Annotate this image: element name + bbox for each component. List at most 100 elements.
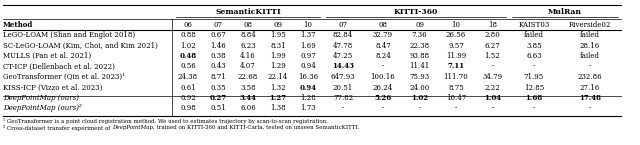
Text: 1.29: 1.29	[270, 62, 286, 70]
Text: 09: 09	[273, 21, 282, 29]
Text: GeoTransformer (Qin et al. 2023)¹: GeoTransformer (Qin et al. 2023)¹	[3, 73, 125, 81]
Text: 1.38: 1.38	[270, 105, 286, 113]
Text: 1.02: 1.02	[411, 94, 428, 102]
Text: -: -	[533, 62, 535, 70]
Text: 2.80: 2.80	[484, 31, 500, 39]
Text: 24.00: 24.00	[410, 84, 429, 91]
Text: 7.36: 7.36	[412, 31, 428, 39]
Text: 0.94: 0.94	[300, 84, 317, 91]
Text: 0.61: 0.61	[180, 84, 196, 91]
Text: KISS-ICP (Vizzo et al. 2023): KISS-ICP (Vizzo et al. 2023)	[3, 84, 102, 91]
Text: 8.24: 8.24	[375, 52, 391, 60]
Text: 07: 07	[339, 21, 348, 29]
Text: 3.58: 3.58	[240, 84, 256, 91]
Text: 71.95: 71.95	[524, 73, 544, 81]
Text: 93.88: 93.88	[410, 52, 429, 60]
Text: ¹ GeoTransformer is a point cloud registration method. We used to estimates traj: ¹ GeoTransformer is a point cloud regist…	[3, 118, 328, 124]
Text: 10: 10	[451, 21, 461, 29]
Text: , trained on KITTI-360 and KITTI-Carla, tested on unseen SemanticKITTI.: , trained on KITTI-360 and KITTI-Carla, …	[153, 125, 360, 130]
Text: 9.57: 9.57	[448, 41, 464, 49]
Text: 75.93: 75.93	[410, 73, 429, 81]
Text: 1.52: 1.52	[484, 52, 500, 60]
Text: 11.41: 11.41	[410, 62, 429, 70]
Text: 3.85: 3.85	[526, 41, 542, 49]
Text: 08: 08	[243, 21, 253, 29]
Text: -: -	[419, 105, 420, 113]
Text: 8.84: 8.84	[240, 31, 256, 39]
Text: failed: failed	[580, 31, 600, 39]
Text: failed: failed	[580, 52, 600, 60]
Text: 0.48: 0.48	[179, 52, 196, 60]
Text: 10.47: 10.47	[446, 94, 466, 102]
Text: 6.63: 6.63	[526, 52, 542, 60]
Text: 17.48: 17.48	[579, 94, 601, 102]
Text: 6.23: 6.23	[240, 41, 256, 49]
Text: 0.43: 0.43	[210, 62, 226, 70]
Text: 1.28: 1.28	[300, 94, 316, 102]
Text: 3.44: 3.44	[239, 94, 257, 102]
Text: 24.38: 24.38	[178, 73, 198, 81]
Text: 18: 18	[488, 21, 497, 29]
Text: 09: 09	[415, 21, 424, 29]
Text: 06: 06	[184, 21, 193, 29]
Text: 0.35: 0.35	[210, 84, 226, 91]
Text: -: -	[589, 62, 591, 70]
Text: 26.56: 26.56	[446, 31, 466, 39]
Text: 22.14: 22.14	[268, 73, 288, 81]
Text: 27.16: 27.16	[580, 84, 600, 91]
Text: -: -	[455, 105, 457, 113]
Text: 8.75: 8.75	[448, 84, 464, 91]
Text: 6.27: 6.27	[484, 41, 500, 49]
Text: 14.43: 14.43	[332, 62, 354, 70]
Text: DeepPointMap (ours)²: DeepPointMap (ours)²	[3, 105, 82, 113]
Text: -: -	[492, 62, 493, 70]
Text: 111.70: 111.70	[444, 73, 468, 81]
Text: 1.37: 1.37	[300, 31, 316, 39]
Text: 77.82: 77.82	[333, 94, 353, 102]
Text: 4.16: 4.16	[240, 52, 256, 60]
Text: 47.78: 47.78	[333, 41, 353, 49]
Text: -: -	[589, 105, 591, 113]
Text: -: -	[382, 62, 384, 70]
Text: 1.46: 1.46	[210, 41, 226, 49]
Text: 47.25: 47.25	[333, 52, 353, 60]
Text: 232.86: 232.86	[578, 73, 602, 81]
Text: DeepPointMap: DeepPointMap	[112, 125, 153, 130]
Text: MULLS (Pan et al. 2021): MULLS (Pan et al. 2021)	[3, 52, 91, 60]
Text: 1.95: 1.95	[270, 31, 286, 39]
Text: KAIST03: KAIST03	[518, 21, 550, 29]
Text: failed: failed	[524, 31, 544, 39]
Text: 12.85: 12.85	[524, 84, 544, 91]
Text: 8.71: 8.71	[210, 73, 226, 81]
Text: 100.16: 100.16	[371, 73, 396, 81]
Text: SemanticKITTI: SemanticKITTI	[215, 8, 281, 16]
Text: 20.51: 20.51	[333, 84, 353, 91]
Text: 10: 10	[303, 21, 312, 29]
Text: Method: Method	[3, 21, 33, 29]
Text: 0.38: 0.38	[210, 52, 226, 60]
Text: 26.24: 26.24	[373, 84, 393, 91]
Text: 8.47: 8.47	[375, 41, 391, 49]
Text: 82.84: 82.84	[333, 31, 353, 39]
Text: ² Cross-dataset transfer experiment of: ² Cross-dataset transfer experiment of	[3, 125, 112, 131]
Text: 22.68: 22.68	[238, 73, 258, 81]
Text: 5.26: 5.26	[374, 94, 392, 102]
Text: 2.22: 2.22	[484, 84, 500, 91]
Text: 7.11: 7.11	[447, 62, 465, 70]
Text: 8.31: 8.31	[270, 41, 286, 49]
Text: DeepPointMap (ours): DeepPointMap (ours)	[3, 94, 79, 102]
Text: 1.69: 1.69	[300, 41, 316, 49]
Text: 0.67: 0.67	[210, 31, 226, 39]
Text: 1.04: 1.04	[484, 94, 501, 102]
Text: -: -	[342, 105, 344, 113]
Text: 28.16: 28.16	[580, 41, 600, 49]
Text: 34.79: 34.79	[483, 73, 502, 81]
Text: LeGO-LOAM (Shan and Englot 2018): LeGO-LOAM (Shan and Englot 2018)	[3, 31, 135, 39]
Text: Riverside02: Riverside02	[569, 21, 611, 29]
Text: 1.73: 1.73	[300, 105, 316, 113]
Text: 647.93: 647.93	[331, 73, 355, 81]
Text: 07: 07	[214, 21, 223, 29]
Text: CT-ICP (Dellenbach et al. 2022): CT-ICP (Dellenbach et al. 2022)	[3, 62, 115, 70]
Text: 1.27: 1.27	[269, 94, 287, 102]
Text: -: -	[382, 105, 384, 113]
